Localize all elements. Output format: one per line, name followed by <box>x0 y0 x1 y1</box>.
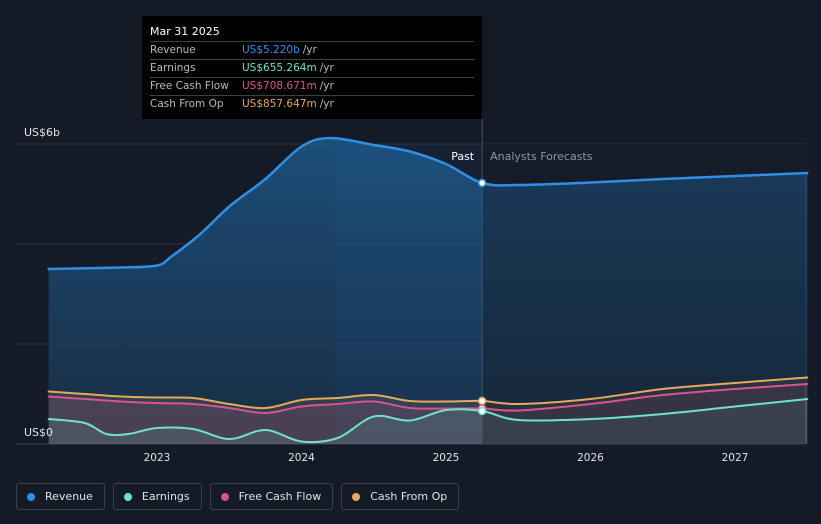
highlight-band <box>334 144 483 444</box>
series-lines <box>47 119 809 444</box>
legend-item-cash-from-op[interactable]: Cash From Op <box>341 483 460 510</box>
tooltip-value: US$5.220b <box>242 44 300 56</box>
tooltip-unit: /yr <box>319 98 334 110</box>
legend-label: Free Cash Flow <box>238 490 322 503</box>
x-tick-label: 2023 <box>144 452 171 464</box>
tooltip-label: Cash From Op <box>150 98 224 110</box>
legend-label: Revenue <box>45 490 93 503</box>
series-areas <box>48 137 808 444</box>
cash-from-op-dot-icon <box>352 492 361 501</box>
tooltip-row-cash-from-op: Cash From Op US$857.647m /yr <box>150 95 474 113</box>
earnings-area <box>48 399 808 444</box>
revenue-dot-icon <box>27 492 35 501</box>
forecast-dim-overlay <box>482 144 805 444</box>
earnings-marker <box>477 406 487 416</box>
revenue-area <box>48 137 808 444</box>
y-axis-bottom-label: US$0 <box>24 426 53 439</box>
revenue-line <box>47 136 809 271</box>
x-tick-label: 2026 <box>577 452 604 464</box>
legend-item-revenue[interactable]: Revenue <box>16 483 105 510</box>
series-markers <box>477 178 487 416</box>
legend-label: Cash From Op <box>370 490 448 503</box>
tooltip-unit: /yr <box>302 44 317 56</box>
tooltip-label: Free Cash Flow <box>150 80 229 92</box>
cash-from-op-area <box>48 377 808 444</box>
earnings-line <box>47 398 809 444</box>
tooltip-row-revenue: Revenue US$5.220b /yr <box>150 41 474 59</box>
legend-item-earnings[interactable]: Earnings <box>112 483 202 510</box>
x-tick-label: 2024 <box>288 452 315 464</box>
tooltip-unit: /yr <box>319 80 334 92</box>
legend-label: Earnings <box>141 490 190 503</box>
tooltip-value: US$655.264m <box>242 62 317 74</box>
tooltip-label: Earnings <box>150 62 196 74</box>
free-cash-flow-dot-icon <box>220 492 229 501</box>
tooltip-date: Mar 31 2025 <box>150 25 220 38</box>
chart-legend: Revenue Earnings Free Cash Flow Cash Fro… <box>16 483 460 510</box>
tooltip-row-earnings: Earnings US$655.264m /yr <box>150 59 474 77</box>
legend-item-free-cash-flow[interactable]: Free Cash Flow <box>209 483 334 510</box>
cash-from-op-line <box>47 376 809 410</box>
past-label: Past <box>451 150 475 163</box>
earnings-dot-icon <box>123 492 132 501</box>
x-tick-label: 2027 <box>722 452 749 464</box>
x-tick-label: 2025 <box>433 452 460 464</box>
hover-tooltip: Mar 31 2025 Revenue US$5.220b /yr Earnin… <box>142 16 482 119</box>
free-cash-flow-line <box>47 383 809 415</box>
tooltip-value: US$857.647m <box>242 98 317 110</box>
chart-labels: US$6b US$0 Past Analysts Forecasts 2023 2024 2… <box>24 126 748 464</box>
tooltip-value: US$708.671m <box>242 80 317 92</box>
tooltip-row-free-cash-flow: Free Cash Flow US$708.671m /yr <box>150 77 474 95</box>
tooltip-label: Revenue <box>150 44 196 56</box>
revenue-marker <box>477 178 487 188</box>
tooltip-unit: /yr <box>319 62 334 74</box>
forecast-label: Analysts Forecasts <box>490 150 593 163</box>
free-cash-flow-area <box>48 384 808 444</box>
cash-from-op-marker <box>477 396 487 406</box>
y-axis-top-label: US$6b <box>24 126 60 139</box>
